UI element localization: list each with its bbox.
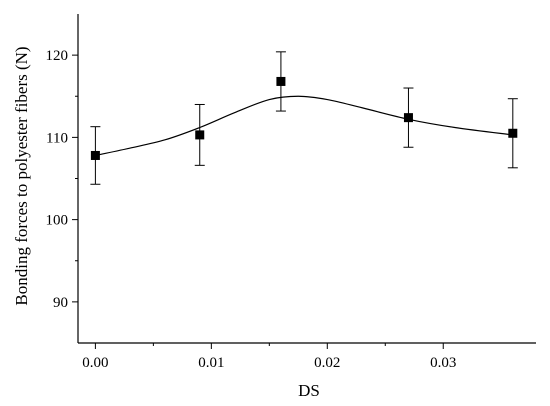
x-tick-label: 0.01 [198,355,224,371]
data-point [508,128,518,138]
fit-curve-layer [95,95,513,157]
y-tick-label: 100 [46,213,69,229]
x-axis-label: DS [298,381,320,400]
y-tick-label: 110 [46,130,68,146]
error-bars [90,51,518,185]
data-point [403,113,413,123]
ticks: 0.00 0.01 0.02 0.03 90 100 110 120 [46,48,457,371]
x-tick-label: 0.03 [430,355,456,371]
x-tick-label: 0.02 [314,355,340,371]
fit-curve [95,95,513,157]
y-axis-label: Bonding forces to polyester fibers (N) [12,46,31,305]
y-tick-label: 120 [46,48,69,64]
data-point [90,150,100,160]
data-points [90,76,518,160]
x-tick-label: 0.00 [82,355,108,371]
data-point [276,76,286,86]
y-tick-label: 90 [53,295,68,311]
data-point [195,130,205,140]
axes [77,14,536,344]
